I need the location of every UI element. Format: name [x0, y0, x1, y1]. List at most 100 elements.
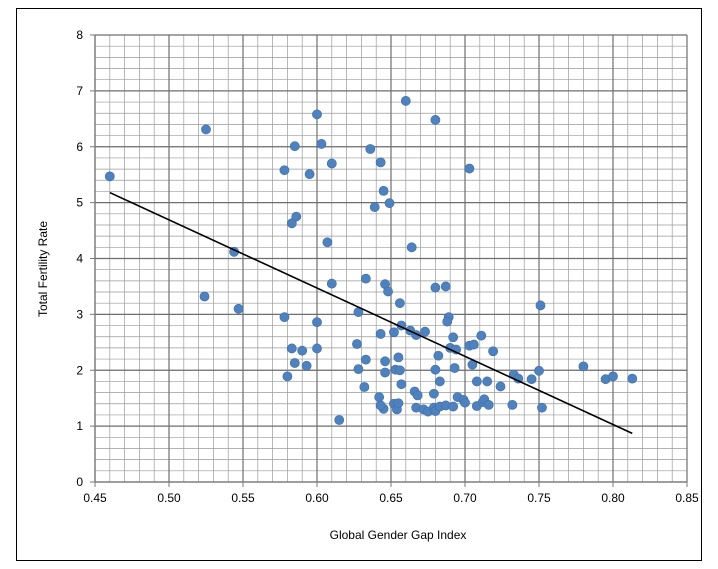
data-point [297, 345, 308, 356]
data-point [534, 365, 544, 376]
data-point [353, 364, 364, 375]
data-point [393, 352, 404, 363]
data-point [430, 282, 441, 293]
data-point [448, 332, 459, 343]
data-point [304, 169, 315, 180]
data-point [429, 388, 439, 399]
data-point [440, 281, 451, 292]
data-point [199, 291, 210, 302]
data-point [488, 346, 499, 357]
y-tick-label: 4 [76, 252, 83, 266]
data-point [360, 354, 371, 365]
data-points [104, 96, 638, 425]
data-point [537, 402, 547, 413]
data-point [394, 365, 405, 376]
trendline-group [109, 191, 633, 435]
data-point [430, 364, 441, 375]
x-tick-label: 0.60 [305, 491, 329, 505]
data-point [359, 382, 370, 392]
data-point [483, 399, 494, 410]
data-point [286, 343, 297, 354]
data-point [104, 171, 115, 182]
data-point [384, 198, 395, 209]
data-point [374, 392, 385, 402]
data-point [380, 367, 390, 378]
data-point [442, 316, 453, 327]
data-point [291, 211, 302, 222]
y-axis-title: Total Fertility Rate [36, 221, 50, 317]
trendline [109, 191, 633, 435]
y-tick-label: 0 [76, 475, 83, 489]
data-point [279, 165, 290, 176]
data-point [233, 303, 244, 314]
data-point [301, 360, 312, 371]
chart-frame: 0.45 0.50 0.55 0.60 0.65 0.70 0.75 0.80 0.85 0 1 2… [16, 8, 702, 561]
data-point [394, 298, 405, 309]
x-tick-label: 0.80 [601, 491, 625, 505]
y-tick-label: 1 [76, 419, 83, 433]
y-tick-labels: 0 1 2 3 4 5 6 7 8 [76, 28, 83, 489]
data-point [201, 124, 211, 135]
axes [90, 34, 688, 487]
data-point [468, 339, 479, 350]
x-tick-label: 0.85 [675, 491, 699, 505]
data-point [526, 374, 537, 385]
data-point [365, 144, 376, 154]
data-point [495, 381, 506, 392]
data-point [334, 415, 345, 425]
data-point [393, 398, 404, 409]
data-point [289, 141, 300, 152]
y-tick-label: 2 [76, 363, 83, 377]
data-point [375, 400, 386, 411]
data-point [289, 358, 300, 368]
data-point [406, 242, 417, 253]
data-point [389, 327, 399, 338]
x-tick-label: 0.50 [157, 491, 181, 505]
data-point [312, 317, 322, 328]
data-point [449, 363, 460, 373]
data-point [375, 157, 386, 168]
data-point [507, 399, 518, 410]
data-point [360, 273, 371, 284]
data-point [448, 401, 459, 412]
data-point [627, 373, 638, 384]
data-point [433, 350, 444, 361]
y-tick-label: 6 [76, 140, 83, 154]
data-point [326, 158, 337, 169]
data-point [430, 115, 441, 125]
x-tick-label: 0.55 [231, 491, 255, 505]
data-point [535, 300, 546, 311]
x-tick-label: 0.45 [83, 491, 107, 505]
data-point [482, 376, 493, 387]
data-point [380, 356, 390, 367]
data-point [460, 397, 470, 408]
data-point [471, 376, 482, 387]
x-axis-title: Global Gender Gap Index [330, 528, 467, 542]
y-tick-label: 7 [76, 84, 83, 98]
y-tick-label: 3 [76, 307, 83, 321]
y-tick-label: 5 [76, 196, 83, 210]
data-point [312, 109, 322, 120]
x-tick-label: 0.70 [453, 491, 477, 505]
data-point [316, 139, 327, 149]
data-point [396, 379, 407, 390]
data-point [412, 390, 423, 401]
data-point [369, 202, 380, 212]
data-point [326, 278, 337, 289]
data-point [375, 329, 386, 339]
data-point [476, 330, 487, 341]
data-point [282, 371, 293, 382]
data-point [378, 185, 389, 196]
data-point [322, 237, 333, 248]
data-point [608, 371, 618, 382]
x-tick-label: 0.75 [527, 491, 551, 505]
data-point [578, 361, 589, 372]
data-point [420, 326, 430, 337]
x-tick-label: 0.65 [379, 491, 403, 505]
y-tick-label: 8 [76, 28, 83, 42]
x-tick-labels: 0.45 0.50 0.55 0.60 0.65 0.70 0.75 0.80 0.85 [83, 491, 699, 505]
scatter-chart: 0.45 0.50 0.55 0.60 0.65 0.70 0.75 0.80 0.85 0 1 2… [36, 28, 699, 542]
data-point [464, 163, 475, 174]
data-point [434, 376, 445, 387]
data-point [279, 312, 290, 323]
